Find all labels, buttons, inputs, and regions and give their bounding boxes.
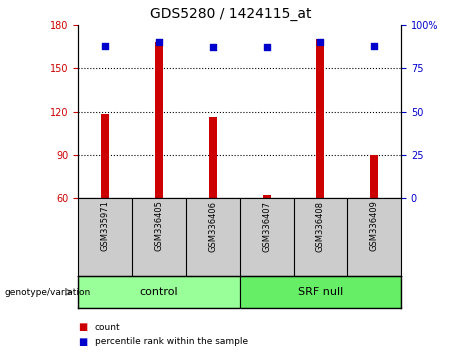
Text: count: count xyxy=(95,323,120,332)
Bar xyxy=(155,42,163,198)
Text: control: control xyxy=(140,287,178,297)
Bar xyxy=(101,114,109,198)
Point xyxy=(263,45,270,50)
Text: ■: ■ xyxy=(78,337,88,347)
Bar xyxy=(209,117,217,198)
Point xyxy=(371,43,378,48)
Text: GSM336407: GSM336407 xyxy=(262,201,271,252)
Point xyxy=(155,39,163,45)
Bar xyxy=(370,155,378,198)
Text: GSM336409: GSM336409 xyxy=(370,201,378,251)
Bar xyxy=(78,276,240,308)
Text: genotype/variation: genotype/variation xyxy=(5,287,91,297)
Text: ■: ■ xyxy=(78,322,88,332)
Text: GSM335971: GSM335971 xyxy=(101,201,110,251)
Point xyxy=(101,43,109,48)
Point xyxy=(209,45,217,50)
Text: GDS5280 / 1424115_at: GDS5280 / 1424115_at xyxy=(150,7,311,21)
Bar xyxy=(316,39,325,198)
Text: GSM336406: GSM336406 xyxy=(208,201,217,252)
Bar xyxy=(240,276,401,308)
Bar xyxy=(263,195,271,198)
Text: percentile rank within the sample: percentile rank within the sample xyxy=(95,337,248,346)
Text: GSM336408: GSM336408 xyxy=(316,201,325,252)
Text: SRF null: SRF null xyxy=(298,287,343,297)
Point xyxy=(317,39,324,45)
Text: GSM336405: GSM336405 xyxy=(154,201,164,251)
